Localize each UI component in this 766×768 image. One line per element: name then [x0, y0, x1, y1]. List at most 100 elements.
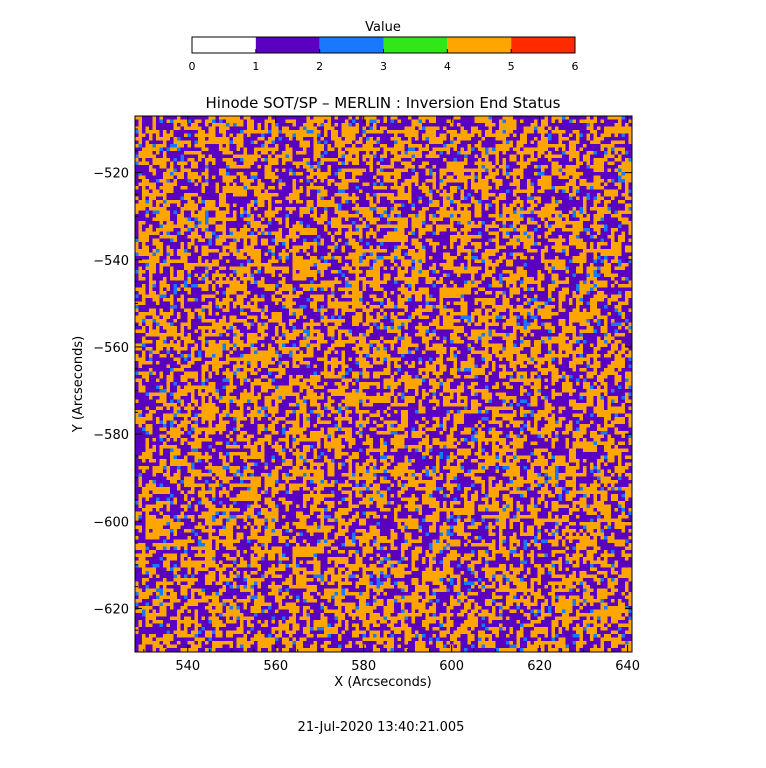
heatmap-cell: [545, 148, 549, 152]
heatmap-cell: [317, 172, 321, 176]
heatmap-cell: [552, 183, 556, 187]
heatmap-cell: [569, 221, 573, 225]
heatmap-cell: [202, 221, 206, 225]
heatmap-cell: [531, 193, 535, 197]
heatmap-cell: [230, 141, 234, 145]
heatmap-cell: [135, 130, 139, 134]
heatmap-cell: [457, 200, 461, 204]
heatmap-cell: [436, 141, 440, 145]
heatmap-cell: [608, 200, 612, 204]
heatmap-cell: [219, 200, 223, 204]
heatmap-cell: [324, 200, 328, 204]
heatmap-cell: [475, 204, 479, 208]
heatmap-cell: [443, 158, 447, 162]
heatmap-cell: [415, 235, 419, 239]
heatmap-cell: [331, 127, 335, 131]
heatmap-cell: [331, 186, 335, 190]
heatmap-cell: [366, 162, 370, 166]
heatmap-cell: [345, 179, 349, 183]
heatmap-cell: [447, 183, 451, 187]
heatmap-cell: [240, 225, 244, 229]
heatmap-cell: [625, 162, 629, 166]
heatmap-cell: [461, 179, 465, 183]
heatmap-cell: [482, 116, 486, 120]
heatmap-cell: [261, 151, 265, 155]
heatmap-cell: [345, 207, 349, 211]
heatmap-cell: [209, 186, 213, 190]
heatmap-cell: [279, 183, 283, 187]
heatmap-cell: [251, 158, 255, 162]
heatmap-cell: [373, 127, 377, 131]
heatmap-cell: [391, 165, 395, 169]
heatmap-cell: [566, 148, 570, 152]
heatmap-cell: [401, 190, 405, 194]
heatmap-cell: [583, 207, 587, 211]
heatmap-cell: [233, 172, 237, 176]
heatmap-cell: [293, 123, 297, 127]
heatmap-cell: [195, 228, 199, 232]
heatmap-cell: [338, 123, 342, 127]
heatmap-cell: [265, 190, 269, 194]
heatmap-cell: [457, 130, 461, 134]
heatmap-cell: [450, 235, 454, 239]
heatmap-cell: [499, 225, 503, 229]
heatmap-cell: [191, 200, 195, 204]
heatmap-cell: [216, 176, 220, 180]
heatmap-cell: [191, 211, 195, 215]
heatmap-cell: [363, 186, 367, 190]
heatmap-cell: [471, 211, 475, 215]
heatmap-cell: [289, 130, 293, 134]
heatmap-cell: [149, 120, 153, 124]
heatmap-cell: [289, 116, 293, 120]
heatmap-cell: [240, 158, 244, 162]
heatmap-cell: [268, 218, 272, 222]
heatmap-cell: [454, 148, 458, 152]
heatmap-cell: [611, 214, 615, 218]
heatmap-cell: [338, 190, 342, 194]
heatmap-cell: [156, 127, 160, 131]
heatmap-cell: [244, 225, 248, 229]
heatmap-cell: [597, 179, 601, 183]
heatmap-cell: [300, 176, 304, 180]
heatmap-cell: [272, 197, 276, 201]
heatmap-cell: [191, 186, 195, 190]
heatmap-cell: [576, 179, 580, 183]
heatmap-cell: [394, 169, 398, 173]
heatmap-cell: [286, 218, 290, 222]
heatmap-cell: [604, 197, 608, 201]
heatmap-cell: [251, 148, 255, 152]
heatmap-cell: [485, 235, 489, 239]
heatmap-cell: [482, 120, 486, 124]
heatmap-cell: [587, 193, 591, 197]
heatmap-cell: [247, 151, 251, 155]
heatmap-cell: [580, 172, 584, 176]
heatmap-cell: [440, 144, 444, 148]
heatmap-cell: [527, 123, 531, 127]
heatmap-cell: [625, 144, 629, 148]
heatmap-cell: [307, 197, 311, 201]
heatmap-cell: [562, 200, 566, 204]
heatmap-cell: [492, 204, 496, 208]
heatmap-cell: [587, 176, 591, 180]
heatmap-cell: [254, 169, 258, 173]
heatmap-cell: [450, 169, 454, 173]
heatmap-cell: [587, 120, 591, 124]
heatmap-cell: [608, 127, 612, 131]
heatmap-cell: [135, 165, 139, 169]
heatmap-cell: [146, 193, 150, 197]
heatmap-cell: [167, 158, 171, 162]
heatmap-cell: [317, 232, 321, 236]
heatmap-cell: [163, 165, 167, 169]
heatmap-cell: [370, 190, 374, 194]
heatmap-cell: [370, 120, 374, 124]
heatmap-cell: [167, 211, 171, 215]
heatmap-cell: [464, 200, 468, 204]
heatmap-cell: [282, 190, 286, 194]
heatmap-cell: [401, 218, 405, 222]
heatmap-cell: [293, 179, 297, 183]
heatmap-cell: [300, 190, 304, 194]
heatmap-cell: [142, 120, 146, 124]
heatmap-cell: [499, 211, 503, 215]
heatmap-cell: [506, 141, 510, 145]
heatmap-cell: [198, 155, 202, 159]
